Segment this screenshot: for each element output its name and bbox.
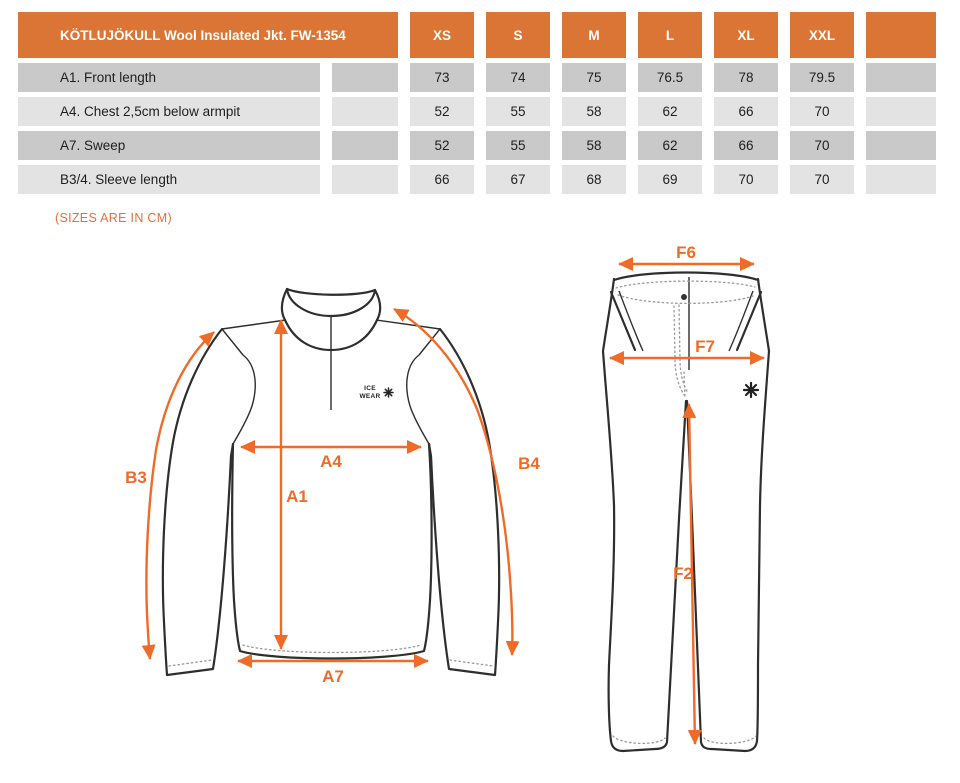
size-value-cell: 79.5 bbox=[790, 63, 854, 92]
size-column-header-xl: XL bbox=[714, 12, 778, 58]
left-cuff-stitching bbox=[168, 659, 213, 667]
right-cuff-stitching bbox=[449, 659, 494, 667]
arrow-f2 bbox=[682, 403, 702, 745]
jacket-collar-opening bbox=[285, 287, 377, 318]
size-value-cell: 66 bbox=[714, 131, 778, 160]
pants-measurement-arrows bbox=[609, 257, 765, 745]
left-pocket-opening bbox=[618, 290, 644, 352]
table-title: KÖTLUJÖKULL Wool Insulated Jkt. FW-1354 bbox=[18, 12, 398, 58]
size-value-cell: 78 bbox=[714, 63, 778, 92]
size-value-cell: 52 bbox=[410, 97, 474, 126]
right-pocket-opening bbox=[728, 290, 754, 352]
size-value-cell: 66 bbox=[714, 97, 778, 126]
arrow-b3 bbox=[141, 331, 215, 660]
size-value-cell: 52 bbox=[410, 131, 474, 160]
waist-top-stitching bbox=[615, 280, 756, 289]
size-column-header-m: M bbox=[562, 12, 626, 58]
measurement-row-label: B3/4. Sleeve length bbox=[18, 165, 320, 194]
jacket-diagram: ICE WEAR A1 A4 A7 B3 B4 bbox=[125, 287, 540, 686]
label-f2: F2 bbox=[673, 564, 693, 583]
label-a1: A1 bbox=[286, 487, 308, 506]
size-value-cell: 55 bbox=[486, 131, 550, 160]
crotch-stitching bbox=[683, 371, 686, 399]
jacket-left-sleeve bbox=[161, 327, 235, 677]
row-spacer-cell bbox=[332, 63, 398, 92]
label-a7: A7 bbox=[322, 667, 344, 686]
row-end-spacer-cell bbox=[866, 97, 936, 126]
size-value-cell: 66 bbox=[410, 165, 474, 194]
row-end-spacer-cell bbox=[866, 165, 936, 194]
arrow-b4 bbox=[393, 307, 520, 656]
size-value-cell: 67 bbox=[486, 165, 550, 194]
size-value-cell: 62 bbox=[638, 97, 702, 126]
size-value-cell: 70 bbox=[790, 165, 854, 194]
size-value-cell: 58 bbox=[562, 131, 626, 160]
measurement-row-label: A4. Chest 2,5cm below armpit bbox=[18, 97, 320, 126]
pants-left-leg bbox=[601, 277, 688, 753]
label-f7: F7 bbox=[695, 337, 715, 356]
logo-text-line2: WEAR bbox=[359, 393, 380, 400]
measurement-row-label: A7. Sweep bbox=[18, 131, 320, 160]
size-value-cell: 68 bbox=[562, 165, 626, 194]
size-value-cell: 58 bbox=[562, 97, 626, 126]
size-value-cell: 75 bbox=[562, 63, 626, 92]
hem-stitching bbox=[242, 644, 422, 654]
header-spacer-cell bbox=[866, 12, 936, 58]
left-pocket-welt bbox=[609, 290, 637, 352]
pants-outline bbox=[601, 271, 771, 753]
size-column-header-xs: XS bbox=[410, 12, 474, 58]
logo-text-line1: ICE bbox=[364, 385, 376, 392]
right-hem-stitching bbox=[703, 735, 757, 745]
jacket-measurement-arrows bbox=[141, 307, 520, 668]
size-value-cell: 62 bbox=[638, 131, 702, 160]
jacket-left-shoulder-seam bbox=[221, 319, 287, 445]
row-spacer-cell bbox=[332, 131, 398, 160]
jacket-outline bbox=[161, 287, 501, 677]
size-table: KÖTLUJÖKULL Wool Insulated Jkt. FW-1354 … bbox=[18, 12, 936, 194]
waistband-bottom-stitching bbox=[617, 294, 754, 305]
pants-diagram: F6 F7 F2 bbox=[601, 243, 771, 753]
size-value-cell: 70 bbox=[790, 131, 854, 160]
label-b3: B3 bbox=[125, 468, 147, 487]
size-value-cell: 70 bbox=[714, 165, 778, 194]
jacket-measurement-labels: A1 A4 A7 B3 B4 bbox=[125, 452, 540, 686]
size-column-header-s: S bbox=[486, 12, 550, 58]
label-f6: F6 bbox=[676, 243, 696, 262]
snowflake-icon bbox=[383, 387, 394, 398]
size-value-cell: 55 bbox=[486, 97, 550, 126]
left-hem-stitching bbox=[612, 735, 666, 745]
size-value-cell: 73 bbox=[410, 63, 474, 92]
size-column-header-l: L bbox=[638, 12, 702, 58]
fly-stitching-inner bbox=[678, 304, 689, 394]
row-end-spacer-cell bbox=[866, 63, 936, 92]
label-b4: B4 bbox=[518, 454, 540, 473]
jacket-body bbox=[231, 442, 433, 660]
measurement-row-label: A1. Front length bbox=[18, 63, 320, 92]
size-value-cell: 70 bbox=[790, 97, 854, 126]
size-value-cell: 69 bbox=[638, 165, 702, 194]
jacket-stitching bbox=[168, 644, 494, 667]
size-value-cell: 76.5 bbox=[638, 63, 702, 92]
row-spacer-cell bbox=[332, 165, 398, 194]
label-a4: A4 bbox=[320, 452, 342, 471]
pants-snowflake-logo bbox=[742, 381, 760, 399]
pants-waistband-top bbox=[612, 271, 760, 282]
right-pocket-welt bbox=[735, 290, 763, 352]
pants-measurement-labels: F6 F7 F2 bbox=[673, 243, 715, 583]
row-spacer-cell bbox=[332, 97, 398, 126]
row-end-spacer-cell bbox=[866, 131, 936, 160]
waist-button bbox=[681, 294, 687, 300]
icewear-logo: ICE WEAR bbox=[359, 385, 394, 400]
size-column-header-xxl: XXL bbox=[790, 12, 854, 58]
units-note: (SIZES ARE IN CM) bbox=[55, 211, 172, 225]
size-value-cell: 74 bbox=[486, 63, 550, 92]
